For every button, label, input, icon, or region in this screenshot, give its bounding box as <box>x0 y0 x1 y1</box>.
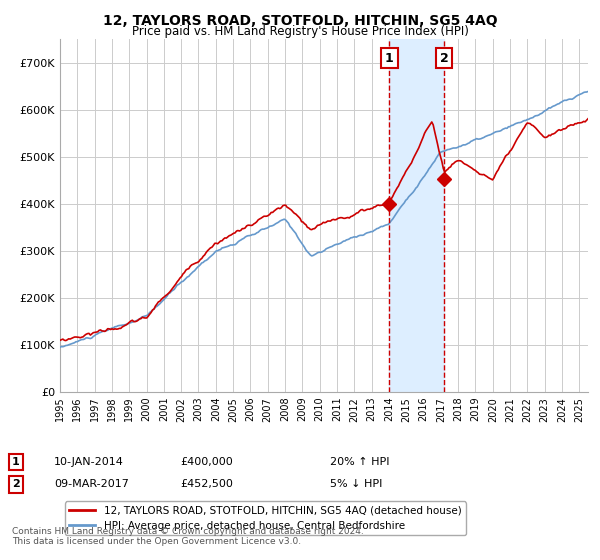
Text: Price paid vs. HM Land Registry's House Price Index (HPI): Price paid vs. HM Land Registry's House … <box>131 25 469 38</box>
Text: £400,000: £400,000 <box>180 457 233 467</box>
Text: Contains HM Land Registry data © Crown copyright and database right 2024.
This d: Contains HM Land Registry data © Crown c… <box>12 526 364 546</box>
Text: 2: 2 <box>440 52 449 64</box>
Text: 1: 1 <box>12 457 20 467</box>
Legend: 12, TAYLORS ROAD, STOTFOLD, HITCHIN, SG5 4AQ (detached house), HPI: Average pric: 12, TAYLORS ROAD, STOTFOLD, HITCHIN, SG5… <box>65 501 466 535</box>
Text: 2: 2 <box>12 479 20 489</box>
Text: 20% ↑ HPI: 20% ↑ HPI <box>330 457 389 467</box>
Bar <box>389 39 444 392</box>
Text: 12, TAYLORS ROAD, STOTFOLD, HITCHIN, SG5 4AQ: 12, TAYLORS ROAD, STOTFOLD, HITCHIN, SG5… <box>103 14 497 28</box>
Text: 1: 1 <box>385 52 394 64</box>
Text: 09-MAR-2017: 09-MAR-2017 <box>54 479 129 489</box>
Text: £452,500: £452,500 <box>180 479 233 489</box>
Text: 5% ↓ HPI: 5% ↓ HPI <box>330 479 382 489</box>
Text: 10-JAN-2014: 10-JAN-2014 <box>54 457 124 467</box>
